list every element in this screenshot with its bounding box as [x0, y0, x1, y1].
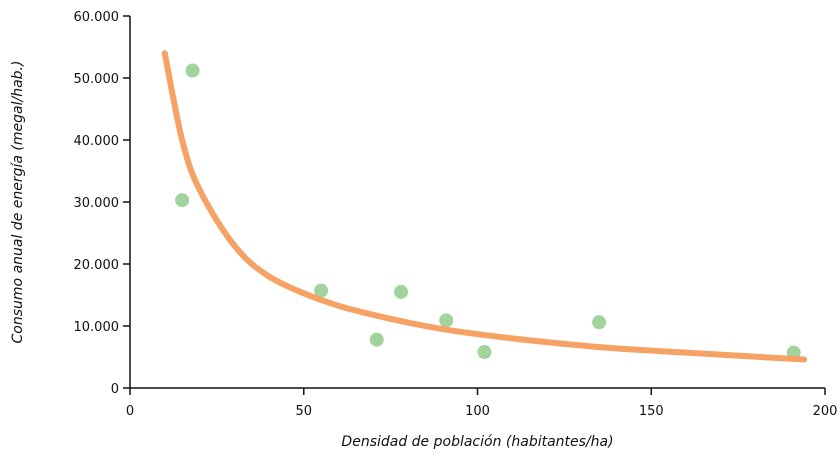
- y-tick-label: 0: [111, 382, 119, 397]
- data-point: [394, 284, 409, 299]
- x-tick-label: 150: [639, 404, 664, 419]
- data-point: [439, 313, 454, 328]
- y-tick-label: 10.000: [74, 320, 120, 335]
- data-point: [477, 345, 492, 360]
- data-point: [175, 193, 190, 208]
- data-point: [369, 332, 384, 347]
- x-tick-label: 50: [295, 404, 312, 419]
- x-tick-label: 0: [126, 404, 134, 419]
- x-axis-title: Densidad de población (habitantes/ha): [341, 434, 613, 450]
- x-tick-label: 100: [465, 404, 490, 419]
- y-tick-label: 40.000: [74, 134, 120, 149]
- x-ticks: 0 50 100 150 200: [126, 388, 838, 419]
- x-tick-label: 200: [813, 404, 838, 419]
- data-point: [314, 283, 329, 298]
- series-layer: [161, 50, 808, 363]
- y-tick-label: 20.000: [74, 258, 120, 273]
- trend-curve: [161, 50, 808, 363]
- data-point: [185, 63, 200, 78]
- y-axis-title: Consumo anual de energía (megal/hab.): [10, 61, 26, 344]
- y-tick-label: 60.000: [74, 10, 120, 25]
- data-point: [592, 315, 607, 330]
- y-ticks: 0 10.000 20.000 30.000 40.000 50.000 60.000: [74, 10, 130, 397]
- y-tick-label: 30.000: [74, 196, 120, 211]
- y-tick-label: 50.000: [74, 72, 120, 87]
